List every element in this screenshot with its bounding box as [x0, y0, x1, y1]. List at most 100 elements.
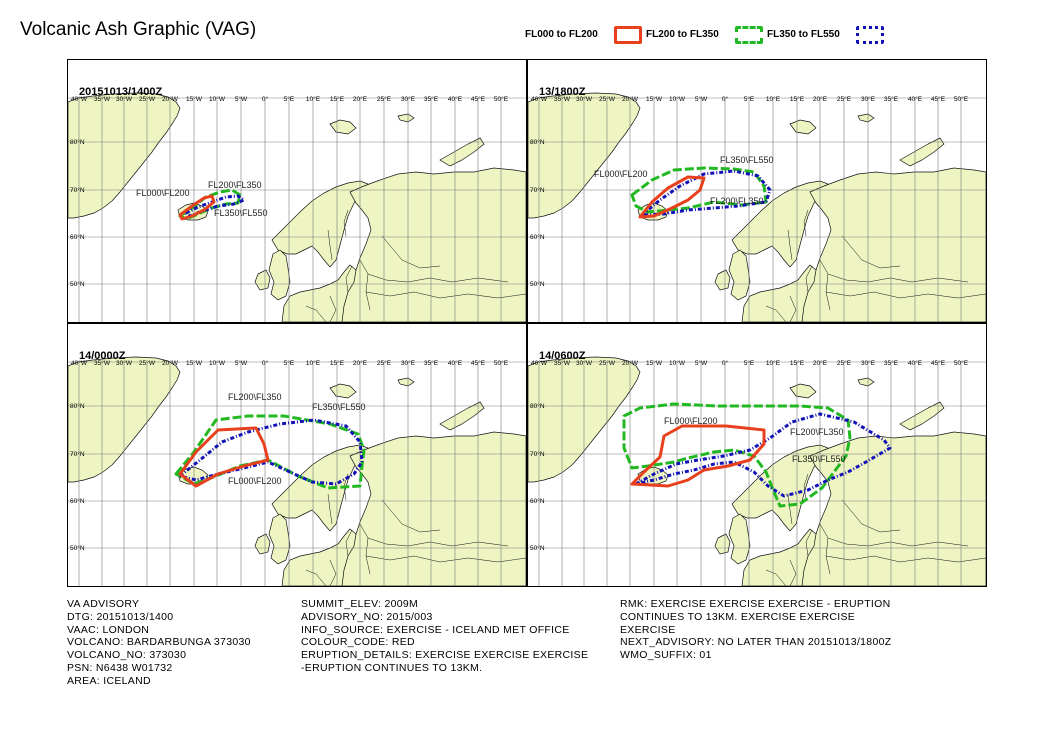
lat-tick-label: 50°N — [70, 544, 85, 552]
ash-cloud-label: FL200\FL350 — [710, 196, 764, 206]
map-panel-3: 40°W 35°W 30°W 25°W 20°W 15°W 10°W 5°W 0° 5°E 10°E… — [67, 323, 527, 587]
map-panel-1: 40°W 35°W 30°W 25°W 20°W 15°W 10°W 5°W 0° 5°E 10°E… — [67, 59, 527, 323]
info-line: CONTINUES TO 13KM. EXERCISE EXERCISE — [620, 610, 856, 623]
info-line: COLOUR_CODE: RED — [301, 636, 415, 649]
country-border — [327, 493, 333, 525]
lon-tick-label: 10°E — [766, 95, 781, 103]
info-line: RMK: EXERCISE EXERCISE EXERCISE - ERUPTI… — [620, 598, 891, 610]
land-britain — [728, 249, 751, 301]
land-svalbard — [789, 119, 817, 135]
country-border — [305, 305, 327, 322]
lon-tick-label: 5°E — [744, 359, 755, 367]
land-svalbard — [329, 119, 357, 135]
lon-tick-label: 30°E — [401, 95, 416, 103]
ash-cloud-fl350-fl550 — [640, 169, 772, 217]
lon-tick-label: 10°E — [766, 359, 781, 367]
legend-swatch-fl350-fl550 — [856, 26, 884, 44]
land-novaya — [439, 401, 485, 431]
ash-cloud-fl000-fl200 — [638, 175, 706, 219]
lon-tick-label: 40°E — [448, 95, 463, 103]
land-novaya — [899, 401, 945, 431]
land-ireland — [714, 533, 731, 555]
lon-tick-label: 45°E — [931, 95, 946, 103]
info-line: NEXT_ADVISORY: NO LATER THAN 20151013/18… — [620, 636, 892, 649]
land-scandinavia — [731, 180, 829, 268]
lon-tick-label: 5°E — [744, 95, 755, 103]
lon-tick-label: 0° — [722, 95, 729, 103]
land-svalbard — [329, 383, 357, 399]
land-scandinavia — [271, 180, 369, 268]
lon-tick-label: 15°E — [330, 95, 345, 103]
lon-tick-label: 15°W — [186, 359, 203, 367]
panel-time-2: 13/1800Z — [539, 86, 586, 98]
advisory-info-col1: VA ADVISORY DTG: 20151013/1400 VAAC: LON… — [67, 598, 251, 688]
lat-tick-label: 80°N — [530, 138, 545, 146]
map-panel-2: 40°W 35°W 30°W 25°W 20°W 15°W 10°W 5°W 0° 5°E 10°E… — [527, 59, 987, 323]
info-line: DTG: 20151013/1400 — [67, 610, 174, 623]
lat-tick-label: 80°N — [70, 402, 85, 410]
lon-tick-label: 35°W — [94, 359, 111, 367]
country-border — [819, 259, 831, 311]
country-border — [841, 235, 901, 269]
country-border — [803, 209, 809, 237]
lon-tick-label: 20°W — [162, 95, 179, 103]
lon-tick-label: 40°E — [908, 95, 923, 103]
lon-tick-label: 35°E — [884, 359, 899, 367]
info-line: WMO_SUFFIX: 01 — [620, 649, 712, 662]
country-border — [787, 493, 793, 525]
lat-tick-label: 70°N — [530, 450, 545, 458]
info-line: ERUPTION_DETAILS: EXERCISE EXERCISE EXER… — [301, 649, 589, 662]
land-finlandRussia — [797, 431, 986, 586]
lon-tick-label: 25°E — [837, 95, 852, 103]
lon-tick-label: 15°W — [186, 95, 203, 103]
lon-tick-label: 20°E — [353, 359, 368, 367]
country-border — [359, 523, 371, 575]
lon-tick-label: 35°E — [424, 95, 439, 103]
lon-tick-label: 45°E — [931, 359, 946, 367]
lon-tick-label: 30°E — [861, 359, 876, 367]
map-svg-4: 40°W 35°W 30°W 25°W 20°W 15°W 10°W 5°W 0° 5°E 10°E… — [528, 324, 986, 586]
lon-tick-label: 10°W — [669, 95, 686, 103]
lon-tick-label: 20°W — [622, 95, 639, 103]
lon-tick-label: 10°W — [209, 359, 226, 367]
country-border — [765, 305, 787, 322]
lon-tick-label: 20°E — [813, 359, 828, 367]
info-line: SUMMIT_ELEV: 2009M — [301, 598, 419, 610]
land-britain — [728, 513, 751, 565]
lat-tick-label: 80°N — [530, 402, 545, 410]
country-border — [365, 291, 526, 299]
ash-cloud-label: FL350\FL550 — [792, 454, 846, 464]
country-border — [365, 555, 526, 563]
lat-tick-label: 50°N — [530, 280, 545, 288]
lon-tick-label: 25°W — [599, 359, 616, 367]
lon-tick-label: 0° — [262, 95, 269, 103]
ash-cloud-label: FL000\FL200 — [136, 188, 190, 198]
info-line: PSN: N6438 W01732 — [67, 661, 173, 674]
lon-tick-label: 40°W — [71, 95, 88, 103]
lon-tick-label: 15°E — [330, 359, 345, 367]
ash-cloud-fl000-fl200 — [178, 194, 216, 221]
land-europe — [281, 528, 357, 586]
lon-tick-label: 30°W — [116, 359, 133, 367]
lon-tick-label: 25°W — [139, 359, 156, 367]
lon-tick-label: 5°W — [695, 359, 708, 367]
country-border — [803, 473, 809, 501]
lon-tick-label: 40°E — [908, 359, 923, 367]
land-franzjosef — [857, 113, 875, 123]
land-britain — [268, 513, 291, 565]
lon-tick-label: 15°W — [646, 359, 663, 367]
lat-tick-label: 50°N — [530, 544, 545, 552]
lat-tick-label: 60°N — [530, 233, 545, 241]
ash-cloud-label: FL000\FL200 — [228, 476, 282, 486]
lon-tick-label: 25°E — [377, 359, 392, 367]
land-ireland — [254, 269, 271, 291]
map-panel-4: 40°W 35°W 30°W 25°W 20°W 15°W 10°W 5°W 0° 5°E 10°E… — [527, 323, 987, 587]
panel-time-3: 14/0000Z — [79, 350, 126, 362]
land-franzjosef — [857, 377, 875, 387]
ash-cloud-fl000-fl200 — [178, 426, 270, 488]
land-scandinavia — [271, 444, 369, 532]
country-border — [305, 569, 327, 586]
lat-tick-label: 60°N — [70, 497, 85, 505]
land-finlandRussia — [337, 431, 526, 586]
ash-cloud-label: FL000\FL200 — [594, 169, 648, 179]
